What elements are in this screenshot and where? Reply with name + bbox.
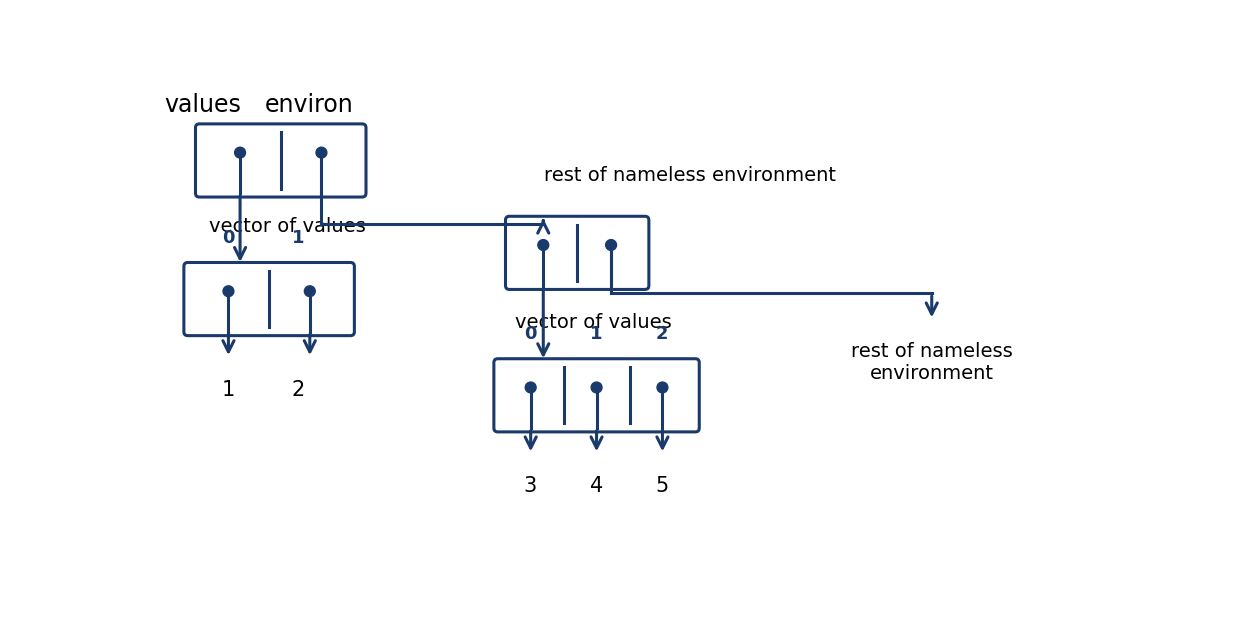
Circle shape xyxy=(606,240,617,251)
Text: values: values xyxy=(164,93,241,117)
Text: 1: 1 xyxy=(291,229,303,247)
Text: 0: 0 xyxy=(524,326,537,344)
Text: vector of values: vector of values xyxy=(209,217,366,235)
FancyBboxPatch shape xyxy=(196,124,366,197)
Text: 2: 2 xyxy=(656,326,668,344)
Text: 0: 0 xyxy=(222,229,234,247)
Circle shape xyxy=(525,382,537,393)
Text: rest of nameless
environment: rest of nameless environment xyxy=(851,342,1013,383)
Text: 5: 5 xyxy=(656,476,668,495)
Text: rest of nameless environment: rest of nameless environment xyxy=(544,167,836,185)
FancyBboxPatch shape xyxy=(494,359,700,432)
Text: 3: 3 xyxy=(524,476,537,495)
Text: environ: environ xyxy=(266,93,354,117)
Text: vector of values: vector of values xyxy=(515,313,672,332)
Circle shape xyxy=(657,382,668,393)
Text: 1: 1 xyxy=(589,326,602,344)
Circle shape xyxy=(234,147,246,158)
Text: 1: 1 xyxy=(222,379,234,399)
Circle shape xyxy=(305,286,315,297)
Text: 2: 2 xyxy=(291,379,305,399)
Text: 4: 4 xyxy=(589,476,603,495)
FancyBboxPatch shape xyxy=(505,216,648,290)
Circle shape xyxy=(316,147,327,158)
Circle shape xyxy=(223,286,233,297)
FancyBboxPatch shape xyxy=(184,263,355,336)
Circle shape xyxy=(591,382,602,393)
Circle shape xyxy=(538,240,549,251)
